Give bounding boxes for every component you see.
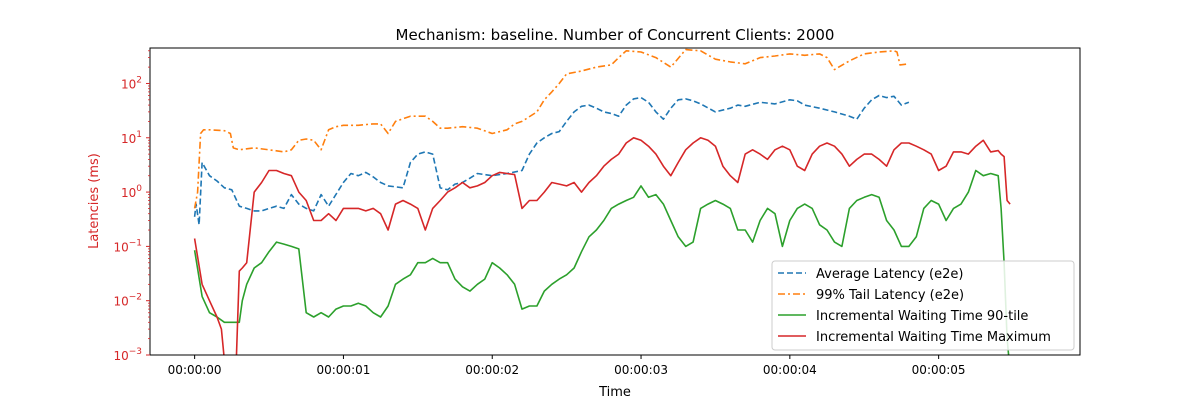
chart-title: Mechanism: baseline. Number of Concurren… bbox=[396, 26, 835, 44]
x-axis-label: Time bbox=[598, 385, 631, 400]
legend-box bbox=[771, 260, 1075, 351]
x-tick-label: 00:00:04 bbox=[763, 363, 817, 377]
legend-label: Incremental Waiting Time 90-tile bbox=[816, 309, 1028, 324]
legend-label: Incremental Waiting Time Maximum bbox=[816, 330, 1051, 345]
x-tick-label: 00:00:03 bbox=[614, 363, 668, 377]
series-line-2 bbox=[193, 169, 1010, 355]
y-tick-label: 10−3 bbox=[113, 347, 142, 363]
y-tick-label: 101 bbox=[121, 130, 142, 146]
x-tick-label: 00:00:05 bbox=[912, 363, 966, 377]
legend-label: 99% Tail Latency (e2e) bbox=[816, 288, 964, 303]
plot-frame bbox=[149, 47, 1081, 356]
series-line-0 bbox=[193, 94, 910, 226]
x-tick-label: 00:00:00 bbox=[168, 363, 222, 377]
series-line-1 bbox=[193, 48, 909, 209]
y-tick-label: 10−1 bbox=[113, 238, 142, 254]
legend: Average Latency (e2e) 99% Tail Latency (e… bbox=[771, 260, 1075, 351]
y-tick-label: 100 bbox=[121, 184, 142, 200]
x-tick-label: 00:00:02 bbox=[465, 363, 519, 377]
y-tick-label: 10−2 bbox=[113, 293, 142, 309]
y-tick-label: 102 bbox=[121, 75, 142, 91]
series-line-3 bbox=[193, 137, 1011, 355]
x-tick-label: 00:00:01 bbox=[316, 363, 370, 377]
legend-label: Average Latency (e2e) bbox=[816, 267, 963, 282]
y-axis-label: Latencies (ms) bbox=[87, 153, 102, 249]
